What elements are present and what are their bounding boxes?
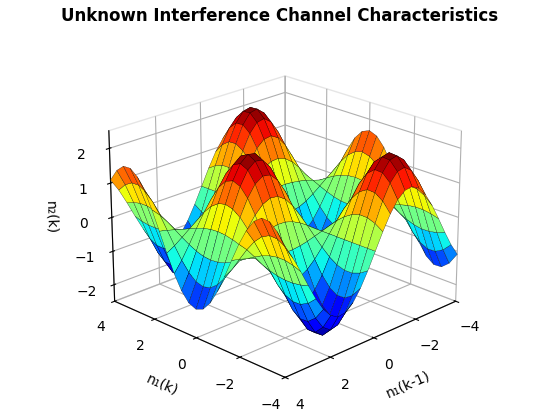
Title: Unknown Interference Channel Characteristics: Unknown Interference Channel Characteris… xyxy=(62,7,498,25)
X-axis label: n₁(k-1): n₁(k-1) xyxy=(384,369,433,401)
Y-axis label: n₁(k): n₁(k) xyxy=(144,372,180,398)
